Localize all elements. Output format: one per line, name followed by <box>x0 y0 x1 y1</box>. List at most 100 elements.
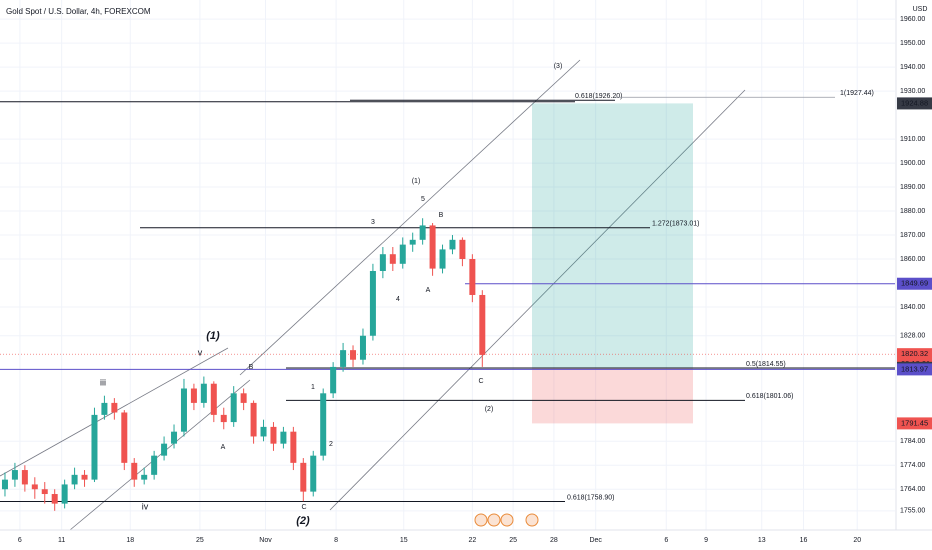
candle-body <box>449 239 456 250</box>
wave-label: v <box>198 347 203 357</box>
fib-label: 0.5(1814.55) <box>746 361 786 368</box>
y-tick-label: 1784.00 <box>900 438 925 445</box>
x-tick-label: 25 <box>509 537 517 544</box>
candle-body <box>220 414 227 423</box>
y-tick-label: 1755.00 <box>900 508 925 515</box>
candle-body <box>141 474 148 480</box>
chart-title: Gold Spot / U.S. Dollar, 4h, FOREXCOM <box>6 7 151 16</box>
candle-body <box>11 470 18 480</box>
candle-body <box>171 431 178 444</box>
y-tick-label: 1870.00 <box>900 232 925 239</box>
y-tick-label: 1940.00 <box>900 64 925 71</box>
y-tick-label: 1930.00 <box>900 88 925 95</box>
candle-body <box>260 426 267 437</box>
candle-body <box>359 335 366 360</box>
price-axis: 1960.00 1950.00 1940.00 1930.00 1910.00 1900.… <box>0 0 932 531</box>
y-tick-label: 1860.00 <box>900 256 925 263</box>
candle-body <box>1 479 8 490</box>
candle-body <box>280 431 287 444</box>
x-tick-label: 25 <box>196 537 204 544</box>
candle-body <box>21 470 28 485</box>
candle-body <box>190 388 197 403</box>
candle-body <box>350 350 357 360</box>
wave-label: iv <box>142 501 149 511</box>
trend-line <box>69 379 251 531</box>
y-tick-label: 1910.00 <box>900 136 925 143</box>
candle-body <box>330 366 337 394</box>
x-tick-label: 13 <box>758 537 766 544</box>
price-tag-label: 1791.45 <box>901 418 928 427</box>
y-tick-label: 1960.00 <box>900 16 925 23</box>
candle-body <box>101 402 108 415</box>
y-tick-label: 1880.00 <box>900 208 925 215</box>
candle-body <box>91 414 98 480</box>
candle-body <box>180 388 187 432</box>
wave-label: A <box>426 287 431 294</box>
candle-body <box>379 254 386 271</box>
price-tag <box>897 277 932 290</box>
candle-body <box>459 239 466 260</box>
event-icon <box>474 513 488 527</box>
candle-body <box>31 484 38 490</box>
candle-body <box>61 484 68 504</box>
price-tag-label: 1849.69 <box>901 279 928 288</box>
candle-body <box>121 412 128 463</box>
y-tick-label: 1890.00 <box>900 184 925 191</box>
wave-label: (1) <box>206 330 220 342</box>
price-tag-label: 1820.32 <box>901 349 928 358</box>
x-tick-label: 15 <box>400 537 408 544</box>
x-tick-label: 28 <box>550 537 558 544</box>
x-tick-label: 8 <box>334 537 338 544</box>
candle-body <box>270 426 277 444</box>
candle-body <box>111 402 118 413</box>
wave-label: (3) <box>554 63 563 70</box>
x-tick-label: 11 <box>58 537 65 544</box>
candle-body <box>439 249 446 269</box>
event-icon <box>525 513 539 527</box>
x-tick-label: 6 <box>18 537 22 544</box>
fib-label: 0.618(1758.90) <box>567 494 614 501</box>
x-tick-label: 9 <box>704 537 708 544</box>
fib-label: 1.272(1873.01) <box>652 221 699 228</box>
wave-label: 2 <box>329 441 333 448</box>
candle-body <box>131 462 138 480</box>
candle-body <box>71 474 78 485</box>
wave-label: iii <box>100 377 106 387</box>
candle-body <box>469 259 476 295</box>
fib-label: 0.618(1801.06) <box>746 393 793 400</box>
fib-label: 1(1927.44) <box>840 90 874 97</box>
candle-body <box>240 393 247 403</box>
y-tick-label: 1950.00 <box>900 40 925 47</box>
price-tag <box>897 417 932 430</box>
wave-label: 5 <box>421 196 425 203</box>
wave-label: B <box>439 212 444 219</box>
axis-bg <box>896 0 932 530</box>
wave-label: C <box>478 378 483 385</box>
x-tick-label: Nov <box>259 537 272 544</box>
candle-body <box>409 239 416 245</box>
candle-body <box>200 383 207 403</box>
fib-label: 0.618(1926.20) <box>575 93 622 100</box>
x-tick-label: 18 <box>126 537 134 544</box>
wave-label: A <box>221 444 226 451</box>
event-icon <box>487 513 501 527</box>
wave-label: (1) <box>412 178 421 185</box>
wave-label: 3 <box>371 219 375 226</box>
x-tick-label: 6 <box>664 537 668 544</box>
wave-label: (2) <box>485 406 494 413</box>
x-tick-label: 20 <box>853 537 861 544</box>
candle-body <box>51 494 58 504</box>
wave-label: C <box>301 504 306 511</box>
candle-body <box>230 393 237 423</box>
target-zone <box>532 103 693 368</box>
candle-body <box>479 294 486 355</box>
trend-line <box>329 89 746 511</box>
price-tag <box>897 97 932 110</box>
wave-label: 4 <box>396 296 400 303</box>
plot: 0.618(1926.20) 1(1927.44) 1.272(1873.01) 0.… <box>0 59 895 531</box>
event-icons <box>474 513 539 527</box>
candle-body <box>161 443 168 456</box>
y-tick-label: 1840.00 <box>900 304 925 311</box>
